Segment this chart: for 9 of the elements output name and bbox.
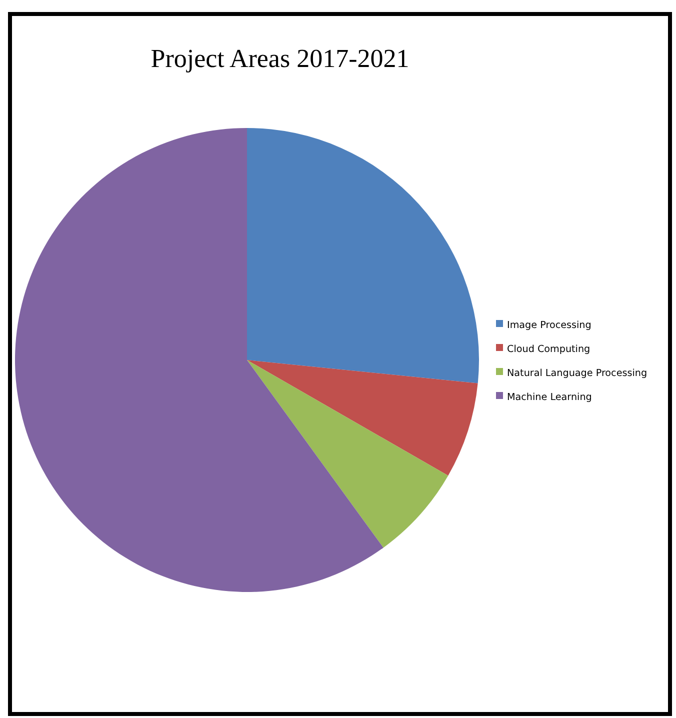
pie-slice — [247, 360, 448, 548]
legend-label: Image Processing — [507, 320, 592, 331]
pie-slice — [15, 128, 384, 592]
legend-label: Cloud Computing — [507, 344, 590, 355]
pie-slice — [247, 360, 478, 476]
legend-label: Machine Learning — [507, 392, 592, 403]
chart-title: Project Areas 2017-2021 — [150, 44, 410, 73]
pie-slice — [247, 128, 479, 384]
legend-label: Natural Language Processing — [507, 368, 648, 379]
